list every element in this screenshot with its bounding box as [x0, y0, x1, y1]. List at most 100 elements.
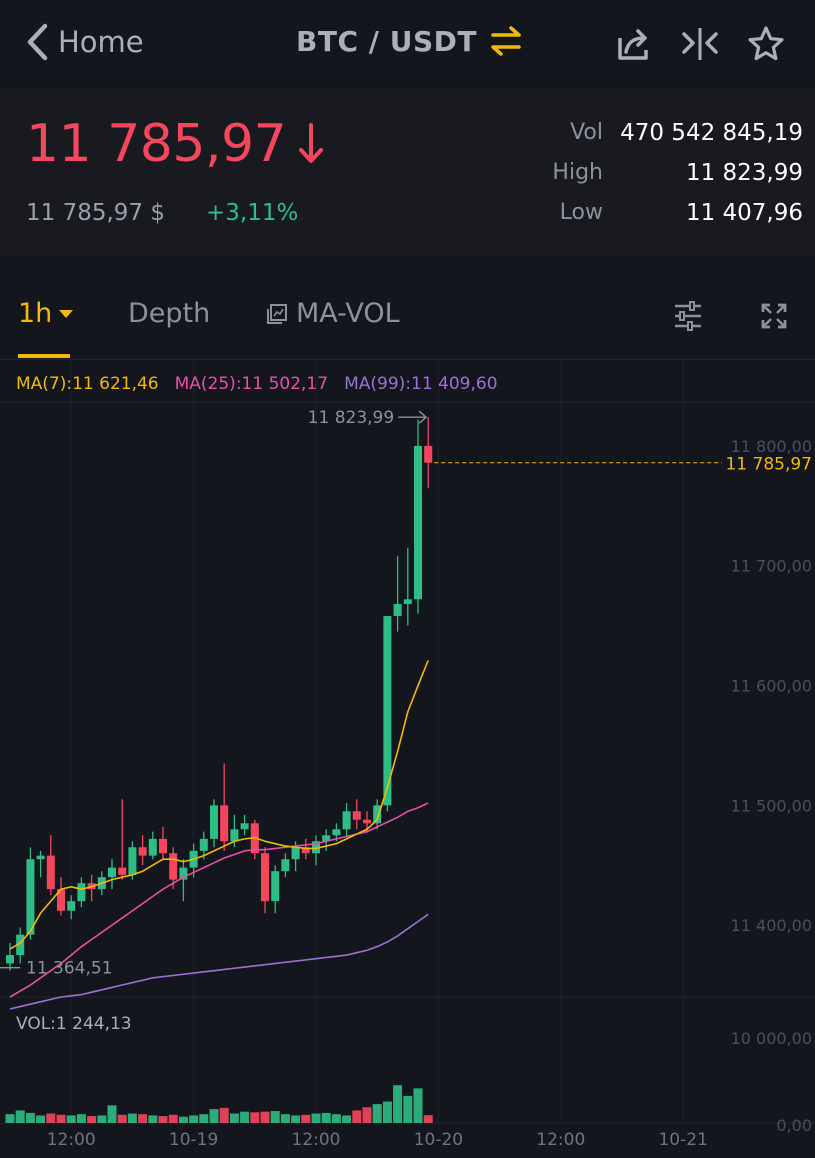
candle-body — [210, 805, 218, 839]
stat-high-value: 11 823,99 — [685, 160, 803, 186]
volume-bar — [311, 1113, 321, 1123]
volume-bar — [280, 1114, 290, 1123]
volume-bar — [15, 1110, 25, 1123]
volume-bar — [413, 1088, 423, 1123]
candle-body — [301, 847, 310, 854]
volume-bar — [25, 1112, 35, 1123]
volume-bar — [250, 1112, 260, 1123]
vol-tick-label: 0,00 — [776, 1116, 812, 1135]
volume-bar — [229, 1113, 239, 1123]
high-marker-arrowhead — [418, 410, 428, 424]
candle-body — [414, 445, 422, 600]
pair-selector[interactable]: BTC / USDT — [296, 24, 523, 58]
candle-body — [363, 819, 371, 824]
stat-high-label: High — [552, 160, 603, 185]
stat-volume-label: Vol — [570, 120, 603, 145]
volume-bar — [423, 1115, 433, 1123]
candle — [26, 847, 35, 940]
top-bar: Home BTC / USDT — [0, 0, 815, 88]
tab-depth[interactable]: Depth — [128, 298, 211, 329]
stat-low: Low 11 407,96 — [543, 200, 803, 226]
volume-bar — [87, 1116, 97, 1123]
ma25-label: MA(25):11 502,17 — [174, 374, 329, 394]
volume-bar — [117, 1114, 127, 1123]
volume-bar — [352, 1110, 362, 1123]
candle-body — [281, 859, 290, 872]
compare-icon[interactable] — [680, 24, 720, 64]
x-tick-label: 12:00 — [536, 1130, 585, 1150]
candle — [210, 799, 218, 848]
volume-bar — [158, 1116, 168, 1123]
volume-bar — [168, 1114, 178, 1123]
volume-bar — [148, 1115, 158, 1123]
candle-body — [312, 841, 320, 854]
candle-body — [26, 859, 35, 935]
volume-bar — [46, 1113, 56, 1123]
share-icon[interactable] — [614, 24, 654, 64]
back-button[interactable]: Home — [24, 22, 144, 62]
volume-bar — [342, 1115, 352, 1123]
candle — [179, 859, 188, 902]
candle — [128, 841, 137, 880]
candle — [138, 835, 147, 866]
tab-indicator[interactable]: MA-VOL — [266, 298, 400, 329]
candle — [261, 847, 269, 914]
volume-bar — [240, 1111, 250, 1123]
candle-body — [16, 934, 25, 956]
candle — [77, 877, 86, 908]
tab-active-indicator — [18, 354, 70, 358]
ticker-panel: 11 785,97 11 785,97 $ +3,11% Vol 470 542… — [0, 88, 815, 256]
settings-sliders-icon[interactable] — [672, 300, 704, 332]
candle — [6, 943, 14, 971]
candle — [414, 419, 422, 614]
candle-body — [77, 883, 86, 902]
x-tick-label: 12:00 — [47, 1130, 96, 1150]
back-label: Home — [58, 25, 144, 59]
candle-body — [118, 867, 127, 875]
candle-body — [424, 445, 433, 463]
tab-interval-label: 1h — [18, 298, 53, 329]
x-tick-label: 10-20 — [414, 1130, 463, 1150]
candle — [199, 831, 208, 860]
volume-bar — [301, 1114, 311, 1123]
chart-tabs: 1h Depth MA-VOL — [0, 272, 815, 360]
volume-bar — [372, 1104, 382, 1123]
candle — [57, 877, 65, 916]
candle — [108, 859, 116, 890]
candle-body — [169, 853, 178, 880]
candle — [46, 835, 55, 896]
ma7-label: MA(7):11 621,46 — [16, 374, 159, 394]
candle-body — [342, 811, 351, 830]
chart-grid — [0, 360, 815, 1124]
indicator-icon — [267, 303, 287, 324]
candle-body — [128, 847, 137, 875]
candlestick-chart[interactable]: 11 800,00 11 700,00 11 600,00 11 500,00 11 4… — [0, 360, 815, 1158]
moving-averages — [9, 660, 429, 1010]
candle — [159, 826, 167, 860]
volume-bars — [5, 1085, 433, 1123]
vol-tick-label: 10 000,00 — [731, 1029, 812, 1048]
candle-body — [46, 855, 55, 890]
high-marker-label: 11 823,99 — [308, 408, 395, 428]
price-markers: 11 785,97 11 823,99 11 364,51 — [0, 408, 812, 979]
stat-low-value: 11 407,96 — [685, 200, 803, 226]
tab-interval[interactable]: 1h — [18, 298, 74, 329]
volume-bar — [97, 1115, 107, 1123]
volume-bar — [393, 1085, 403, 1123]
candle-body — [383, 616, 392, 806]
volume-bar — [270, 1111, 280, 1123]
star-icon[interactable] — [746, 24, 786, 64]
y-tick-label: 11 600,00 — [731, 677, 812, 696]
candle — [403, 547, 412, 626]
candle — [424, 417, 433, 488]
volume-bar — [321, 1112, 331, 1123]
volume-bar — [127, 1113, 137, 1123]
candle-body — [403, 599, 412, 605]
fullscreen-icon[interactable] — [760, 302, 788, 330]
ma99-line — [9, 913, 429, 1010]
chevron-left-icon — [27, 23, 48, 61]
candle-body — [6, 955, 14, 964]
volume-bar — [5, 1114, 15, 1123]
volume-label: VOL:1 244,13 — [16, 1014, 132, 1034]
volume-bar — [66, 1115, 76, 1123]
